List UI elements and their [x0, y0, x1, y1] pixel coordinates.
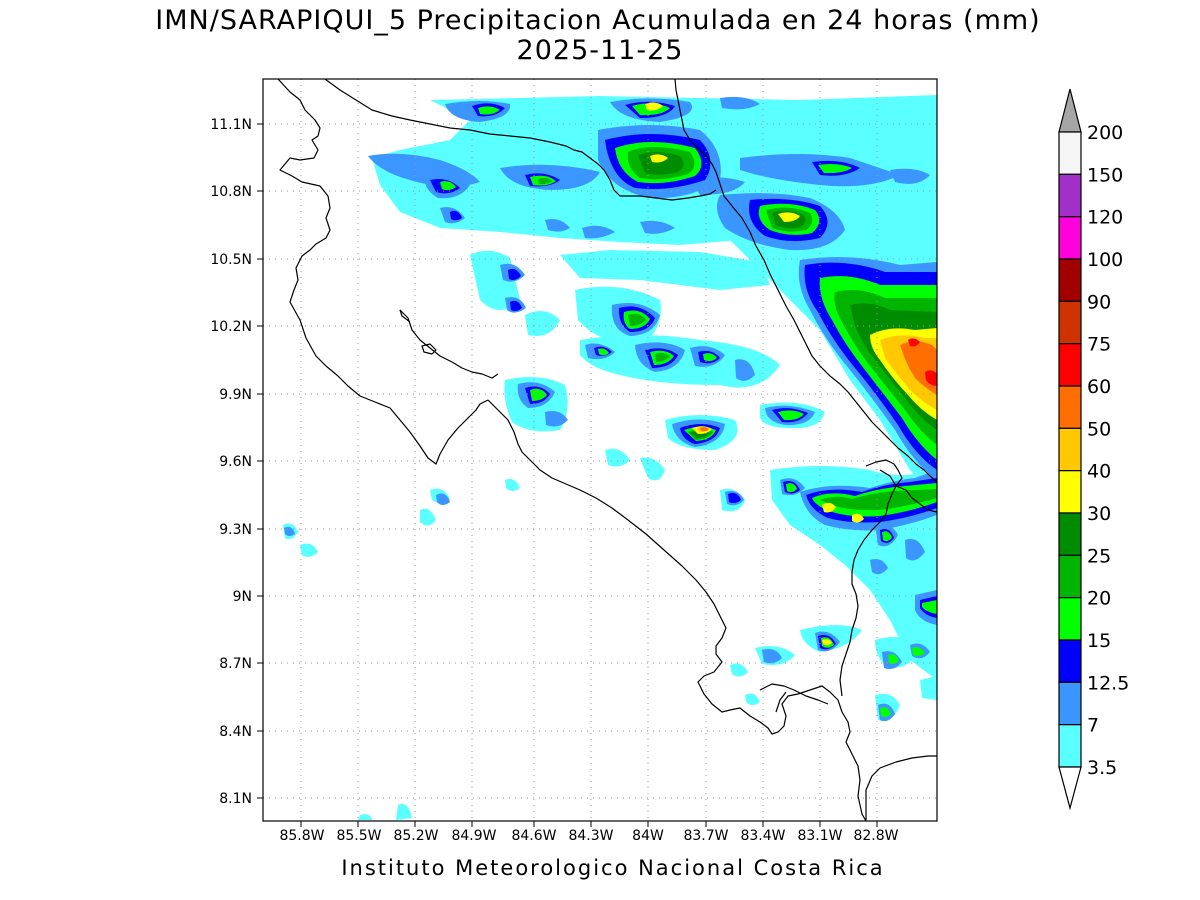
lat-tick-label: 10.5N: [210, 252, 252, 268]
legend-label: 50: [1087, 418, 1111, 440]
footer-credit: Instituto Meteorologico Nacional Costa R…: [341, 856, 885, 880]
legend-label: 12.5: [1087, 672, 1129, 694]
lon-tick-label: 84.6W: [511, 828, 556, 844]
lon-tick-label: 83.7W: [683, 828, 728, 844]
lon-axis: 85.8W 85.5W 85.2W 84.9W 84.6W 84.3W 84W …: [279, 821, 899, 844]
legend-label: 100: [1087, 249, 1123, 271]
lon-tick-label: 85.8W: [279, 828, 324, 844]
legend-label: 7: [1087, 715, 1099, 737]
legend-label: 20: [1087, 588, 1111, 610]
legend-label: 3.5: [1087, 757, 1117, 779]
lat-tick-label: 9.9N: [219, 387, 252, 403]
color-legend: 200 150 120 100 90 75 60 50 40 30 25 20 15 12.5 7 3.5: [1058, 88, 1129, 811]
legend-label: 60: [1087, 376, 1111, 398]
legend-label: 150: [1087, 164, 1123, 186]
lon-tick-label: 82.8W: [853, 828, 898, 844]
legend-swatch-30: [1058, 470, 1082, 514]
chart-title: IMN/SARAPIQUI_5 Precipitacion Acumulada …: [155, 5, 1041, 36]
legend-swatch-20: [1058, 554, 1082, 599]
lat-tick-label: 10.8N: [210, 184, 252, 200]
lat-tick-label: 8.7N: [219, 656, 252, 672]
legend-label: 90: [1087, 291, 1111, 313]
lat-axis: 11.1N 10.8N 10.5N 10.2N 9.9N 9.6N 9.3N 9…: [210, 117, 263, 807]
lat-tick-label: 10.2N: [210, 319, 252, 335]
precipitation-field: [283, 95, 937, 820]
legend-swatch-40: [1058, 427, 1082, 472]
chart-date: 2025-11-25: [516, 35, 684, 66]
lat-tick-label: 8.1N: [219, 791, 252, 807]
legend-swatch-120: [1058, 173, 1082, 218]
lon-tick-label: 84.3W: [568, 828, 613, 844]
lat-tick-label: 9.3N: [219, 522, 252, 538]
legend-swatch-7: [1058, 681, 1082, 726]
legend-labels: 200 150 120 100 90 75 60 50 40 30 25 20 15 12.5 7 3.5: [1087, 122, 1129, 779]
lat-tick-label: 9.6N: [219, 454, 252, 470]
precip-band-60: [908, 338, 937, 386]
lat-tick-label: 9N: [233, 589, 252, 605]
lon-tick-label: 85.5W: [336, 828, 381, 844]
legend-label: 120: [1087, 207, 1123, 229]
legend-swatch-90: [1058, 258, 1082, 302]
legend-label: 25: [1087, 545, 1111, 567]
lon-tick-label: 83.1W: [797, 828, 842, 844]
lat-tick-label: 11.1N: [210, 117, 252, 133]
lat-tick-label: 8.4N: [219, 724, 252, 740]
lon-tick-label: 84.9W: [451, 828, 496, 844]
legend-swatch-100: [1058, 216, 1082, 260]
legend-swatch-25: [1058, 512, 1082, 556]
coastline: [277, 79, 937, 821]
legend-label: 40: [1087, 461, 1111, 483]
legend-swatch-15: [1058, 597, 1082, 641]
legend-label: 200: [1087, 122, 1123, 144]
legend-swatch-3.5: [1058, 724, 1082, 768]
lon-tick-label: 85.2W: [393, 828, 438, 844]
legend-swatch-12.5: [1058, 639, 1082, 683]
legend-color-boxes: [1058, 131, 1082, 768]
lon-tick-label: 84W: [632, 828, 664, 844]
legend-arrow-top: [1058, 88, 1082, 133]
legend-arrow-bottom: [1058, 766, 1082, 811]
plot-frame: [262, 78, 938, 822]
legend-swatch-50: [1058, 385, 1082, 429]
legend-swatch-75: [1058, 300, 1082, 345]
legend-swatch-60: [1058, 343, 1082, 387]
legend-label: 75: [1087, 334, 1111, 356]
legend-label: 15: [1087, 630, 1111, 652]
lon-tick-label: 83.4W: [740, 828, 785, 844]
legend-swatch-150: [1058, 131, 1082, 175]
map-grid: [263, 79, 937, 821]
legend-label: 30: [1087, 503, 1111, 525]
